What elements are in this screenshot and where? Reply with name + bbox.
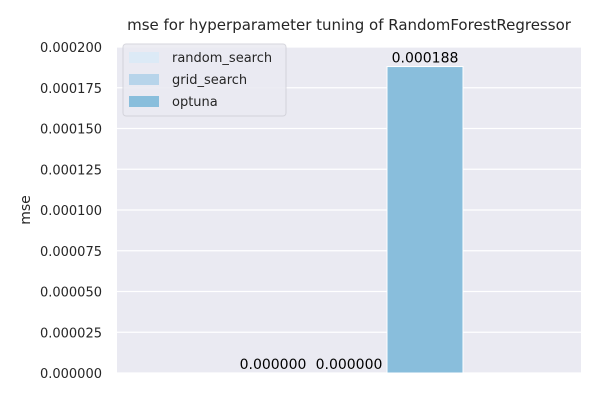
y-tick-label: 0.000200 (40, 41, 102, 56)
y-tick-labels: 0.000000 0.000025 0.000050 0.000075 0.000100… (40, 41, 102, 382)
y-tick-label: 0.000075 (40, 245, 102, 260)
y-tick-label: 0.000100 (40, 204, 102, 219)
y-tick-label: 0.000125 (40, 163, 102, 178)
legend-label-random_search: random_search (172, 51, 272, 66)
bars (386, 66, 464, 374)
y-axis-label: mse (18, 195, 34, 225)
data-label-random_search: 0.000000 (240, 357, 307, 373)
data-label-optuna: 0.000188 (392, 51, 459, 67)
y-tick-label: 0.000050 (40, 286, 102, 301)
y-tick-label: 0.000000 (40, 367, 102, 382)
legend-label-optuna: optuna (172, 95, 218, 110)
data-label-grid_search: 0.000000 (316, 357, 383, 373)
legend-swatch-random_search (129, 52, 159, 63)
legend-box (122, 43, 287, 117)
y-tick-label: 0.000175 (40, 82, 102, 97)
legend-swatch-grid_search (129, 74, 159, 85)
chart-title: mse for hyperparameter tuning of RandomF… (127, 16, 572, 34)
legend-label-grid_search: grid_search (172, 73, 247, 88)
y-tick-label: 0.000025 (40, 326, 102, 341)
bar-optuna (386, 66, 464, 374)
legend-swatch-optuna (129, 96, 159, 107)
data-labels: 0.000000 0.000000 0.000188 (240, 51, 459, 373)
y-tick-label: 0.000150 (40, 123, 102, 138)
